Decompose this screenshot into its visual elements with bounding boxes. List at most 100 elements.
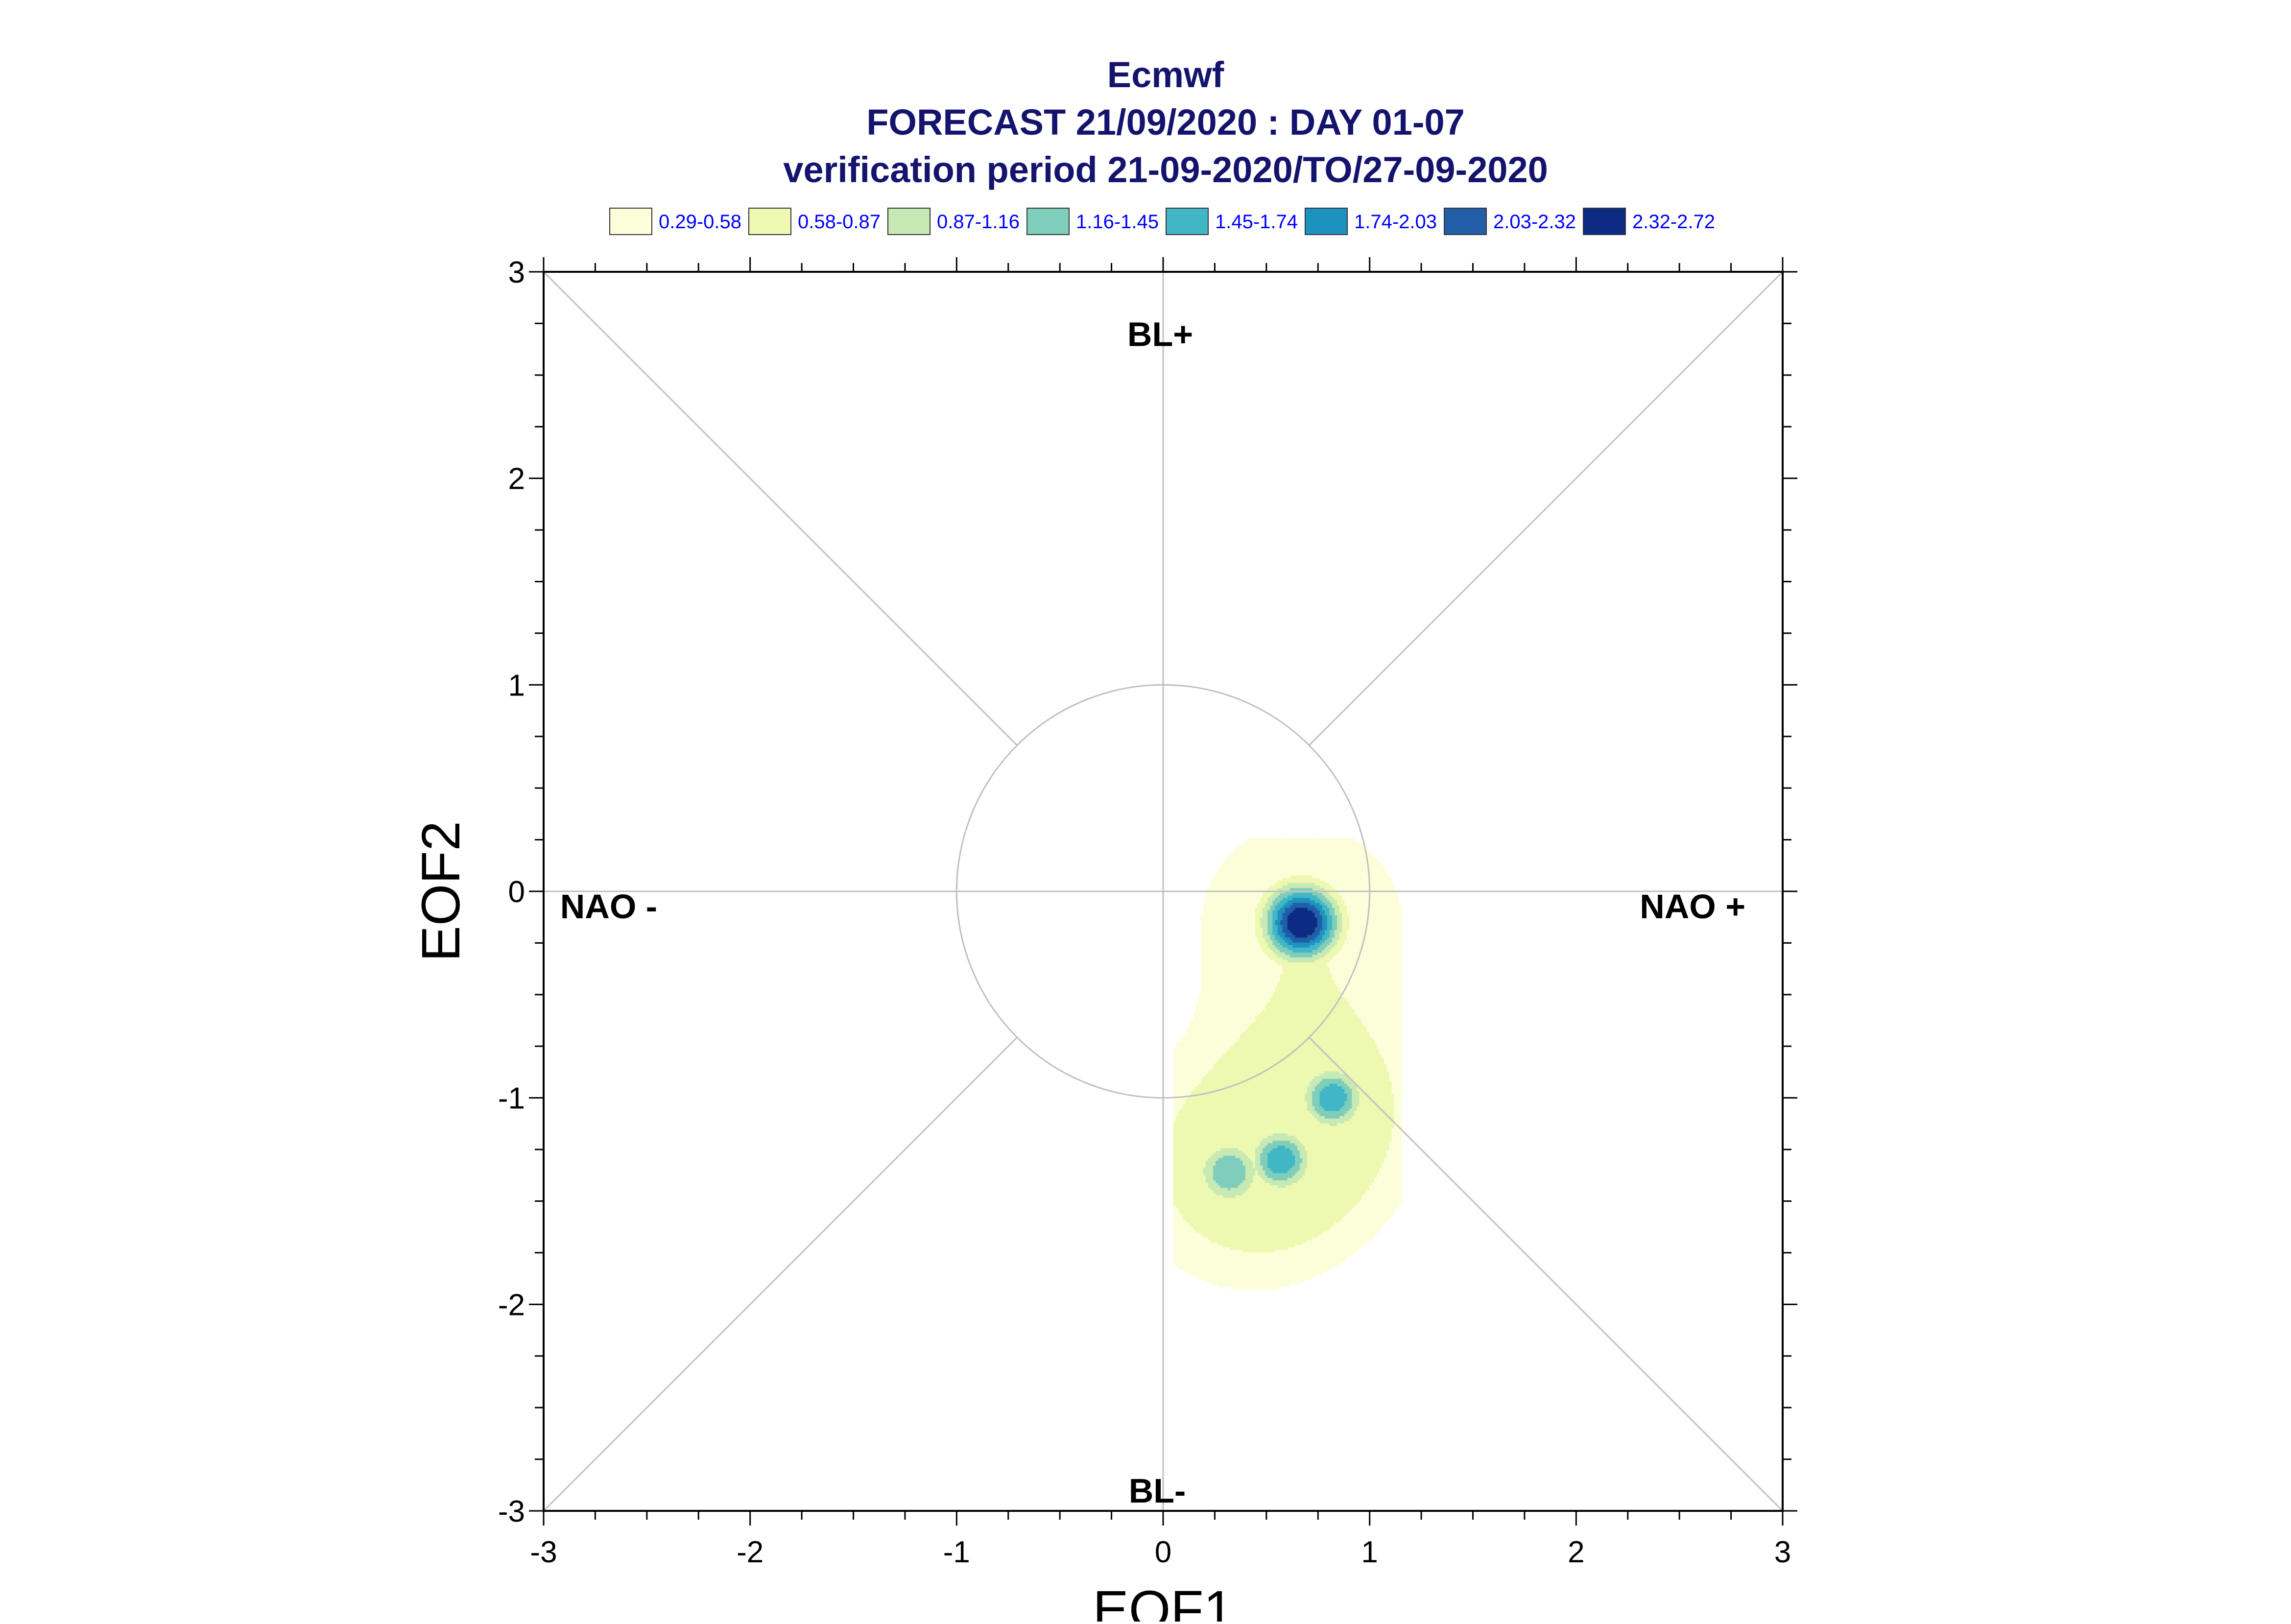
density-cell [1235, 964, 1239, 968]
density-cell [1195, 1115, 1199, 1119]
density-cell [1213, 1128, 1216, 1131]
density-cell [1193, 1053, 1196, 1057]
density-cell [1238, 1002, 1241, 1005]
density-cell [1253, 1039, 1256, 1042]
density-cell [1216, 959, 1218, 963]
density-cell [1233, 1249, 1236, 1253]
density-cell [1235, 986, 1239, 990]
density-cell [1200, 1091, 1204, 1094]
density-cell [1245, 1009, 1248, 1012]
density-cell [1213, 1168, 1216, 1171]
density-cell [1245, 1163, 1248, 1166]
density-cell [1216, 1024, 1218, 1027]
density-cell [1218, 1086, 1221, 1089]
density-cell [1200, 1269, 1204, 1272]
density-cell [1213, 1249, 1216, 1253]
density-cell [1238, 870, 1241, 873]
density-cell [1208, 1150, 1211, 1153]
density-cell [1213, 1207, 1216, 1211]
density-cell [1205, 1105, 1209, 1109]
density-cell [1193, 1123, 1196, 1126]
density-cell [1233, 1002, 1236, 1005]
density-cell [1208, 1202, 1211, 1205]
density-cell [1213, 986, 1216, 990]
density-cell [1253, 974, 1256, 978]
density-cell [1238, 1182, 1241, 1186]
density-cell [1200, 1155, 1204, 1158]
density-cell [1230, 1096, 1234, 1099]
density-cell [1245, 1192, 1248, 1195]
density-cell [1255, 1145, 1258, 1148]
density-cell [1178, 1135, 1182, 1139]
density-cell [1203, 1150, 1206, 1153]
density-cell [1216, 1192, 1218, 1195]
density-cell [1200, 1199, 1204, 1203]
density-cell [1223, 895, 1226, 898]
density-cell [1245, 1118, 1248, 1121]
density-cell [1220, 981, 1224, 985]
density-cell [1238, 984, 1241, 987]
density-cell [1181, 1091, 1184, 1094]
density-cell [1218, 1229, 1221, 1233]
density-cell [1208, 1088, 1211, 1092]
density-cell [1186, 1262, 1189, 1265]
density-cell [1223, 947, 1226, 950]
density-cell [1213, 1170, 1216, 1173]
density-cell [1216, 1075, 1218, 1079]
density-cell [1203, 967, 1206, 970]
density-cell [1228, 1212, 1231, 1216]
density-cell [1178, 1247, 1182, 1250]
density-cell [1245, 1019, 1248, 1022]
density-cell [1245, 1014, 1248, 1017]
density-cell [1188, 1073, 1192, 1076]
density-cell [1225, 905, 1229, 908]
density-cell [1193, 1168, 1196, 1171]
density-cell [1242, 1100, 1246, 1104]
density-cell [1218, 915, 1221, 918]
density-cell [1208, 1103, 1211, 1106]
density-cell [1245, 1026, 1248, 1029]
density-cell [1208, 979, 1211, 982]
density-cell [1245, 1234, 1248, 1238]
density-cell [1200, 1145, 1204, 1148]
density-cell [1247, 895, 1251, 898]
density-cell [1200, 1046, 1204, 1050]
density-cell [1233, 1199, 1236, 1203]
density-cell [1205, 1155, 1209, 1158]
density-cell [1242, 1096, 1246, 1099]
density-cell [1218, 1168, 1221, 1171]
density-cell [1188, 1155, 1192, 1158]
density-cell [1240, 1254, 1243, 1258]
density-cell [1216, 1004, 1218, 1007]
density-cell [1242, 999, 1246, 1002]
density-cell [1250, 1197, 1253, 1200]
density-cell [1242, 1071, 1246, 1074]
density-cell [1213, 1175, 1216, 1178]
density-cell [1181, 1264, 1184, 1267]
density-cell [1253, 930, 1256, 933]
density-cell [1176, 1202, 1179, 1205]
density-cell [1247, 1168, 1251, 1171]
density-cell [1240, 917, 1243, 920]
density-cell [1191, 1031, 1194, 1034]
density-cell [1210, 1175, 1214, 1178]
density-cell [1233, 1019, 1236, 1022]
density-cell [1255, 1197, 1258, 1200]
density-cell [1233, 927, 1236, 931]
density-cell [1250, 1081, 1253, 1084]
density-cell [1210, 1264, 1214, 1267]
density-cell [1213, 922, 1216, 926]
density-cell [1186, 1197, 1189, 1200]
density-cell [1191, 1145, 1194, 1148]
density-cell [1208, 1115, 1211, 1119]
density-cell [1183, 1249, 1187, 1253]
density-cell [1210, 1014, 1214, 1017]
density-cell [1205, 1058, 1209, 1062]
density-cell [1213, 1028, 1216, 1032]
density-cell [1245, 1110, 1248, 1114]
density-cell [1235, 1279, 1239, 1282]
density-cell [1245, 959, 1248, 963]
density-cell [1228, 962, 1231, 965]
density-cell [1218, 952, 1221, 955]
density-cell [1178, 1073, 1182, 1076]
